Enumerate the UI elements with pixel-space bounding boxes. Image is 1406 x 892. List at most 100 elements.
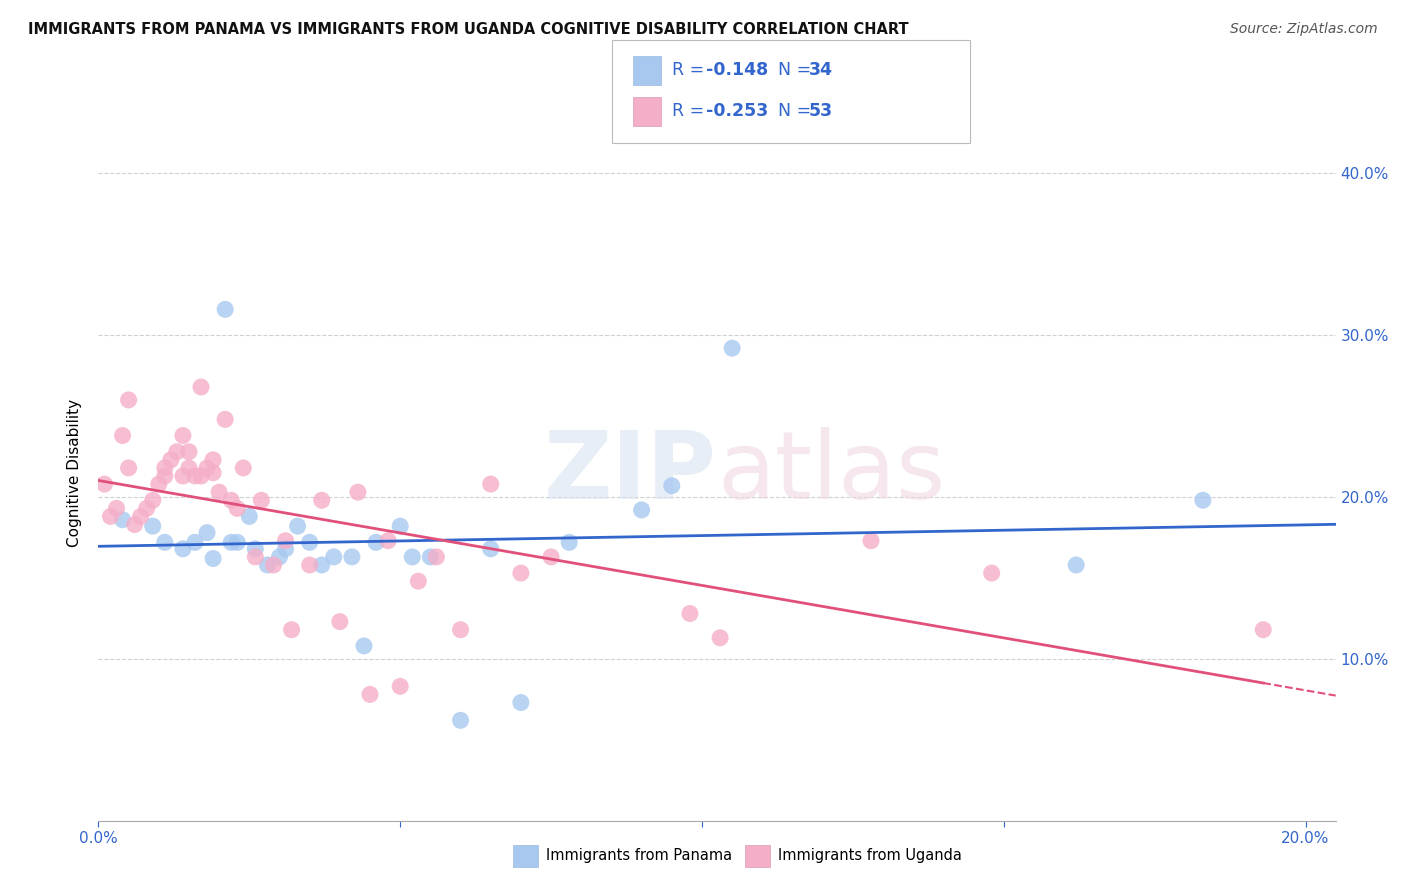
Point bbox=[117, 392, 139, 407]
Point bbox=[226, 501, 249, 516]
Point bbox=[347, 485, 370, 500]
Point bbox=[280, 623, 302, 637]
Point bbox=[709, 631, 731, 645]
Point bbox=[425, 549, 447, 564]
Point bbox=[269, 549, 291, 564]
Point bbox=[184, 535, 207, 549]
Point bbox=[1192, 493, 1215, 508]
Point bbox=[298, 558, 321, 572]
Point bbox=[389, 519, 412, 533]
Point bbox=[214, 412, 236, 426]
Point bbox=[401, 549, 423, 564]
Text: ZIP: ZIP bbox=[544, 426, 717, 519]
Point bbox=[153, 461, 176, 475]
Point bbox=[184, 469, 207, 483]
Point bbox=[195, 525, 218, 540]
Text: 53: 53 bbox=[808, 103, 832, 120]
Point bbox=[202, 466, 225, 480]
Point bbox=[214, 302, 236, 317]
Point bbox=[329, 615, 352, 629]
Point bbox=[124, 517, 146, 532]
Point bbox=[509, 696, 531, 710]
Point bbox=[245, 541, 267, 556]
Y-axis label: Cognitive Disability: Cognitive Disability bbox=[67, 399, 83, 547]
Point bbox=[262, 558, 284, 572]
Point bbox=[359, 688, 381, 702]
Point bbox=[298, 535, 321, 549]
Point bbox=[287, 519, 309, 533]
Point bbox=[166, 444, 188, 458]
Text: 34: 34 bbox=[808, 62, 832, 79]
Point bbox=[450, 714, 472, 728]
Point bbox=[340, 549, 363, 564]
Point bbox=[219, 493, 242, 508]
Point bbox=[980, 566, 1002, 580]
Point bbox=[274, 541, 297, 556]
Point bbox=[558, 535, 581, 549]
Point bbox=[117, 461, 139, 475]
Point bbox=[177, 444, 200, 458]
Text: N =: N = bbox=[778, 62, 817, 79]
Point bbox=[245, 549, 267, 564]
Point bbox=[172, 541, 194, 556]
Point bbox=[389, 679, 412, 693]
Point bbox=[311, 558, 333, 572]
Point bbox=[679, 607, 702, 621]
Point bbox=[111, 428, 134, 442]
Point bbox=[190, 469, 212, 483]
Point bbox=[105, 501, 128, 516]
Point bbox=[377, 533, 399, 548]
Point bbox=[190, 380, 212, 394]
Point bbox=[630, 503, 652, 517]
Text: -0.253: -0.253 bbox=[706, 103, 768, 120]
Point bbox=[100, 509, 122, 524]
Point bbox=[509, 566, 531, 580]
Point bbox=[250, 493, 273, 508]
Point bbox=[1251, 623, 1274, 637]
Text: atlas: atlas bbox=[717, 426, 945, 519]
Point bbox=[721, 341, 744, 355]
Text: Source: ZipAtlas.com: Source: ZipAtlas.com bbox=[1230, 22, 1378, 37]
Point bbox=[160, 452, 183, 467]
Point bbox=[450, 623, 472, 637]
Point bbox=[364, 535, 387, 549]
Point bbox=[177, 461, 200, 475]
Point bbox=[232, 461, 254, 475]
Text: IMMIGRANTS FROM PANAMA VS IMMIGRANTS FROM UGANDA COGNITIVE DISABILITY CORRELATIO: IMMIGRANTS FROM PANAMA VS IMMIGRANTS FRO… bbox=[28, 22, 908, 37]
Point bbox=[661, 479, 683, 493]
Text: -0.148: -0.148 bbox=[706, 62, 768, 79]
Point bbox=[111, 513, 134, 527]
Point bbox=[93, 477, 115, 491]
Text: R =: R = bbox=[672, 103, 710, 120]
Text: Immigrants from Uganda: Immigrants from Uganda bbox=[778, 848, 962, 863]
Point bbox=[238, 509, 260, 524]
Point bbox=[274, 533, 297, 548]
Point bbox=[153, 469, 176, 483]
Point bbox=[408, 574, 430, 589]
Point bbox=[172, 469, 194, 483]
Point bbox=[479, 477, 502, 491]
Text: R =: R = bbox=[672, 62, 710, 79]
Point bbox=[859, 533, 882, 548]
Point bbox=[153, 535, 176, 549]
Point bbox=[226, 535, 249, 549]
Point bbox=[419, 549, 441, 564]
Point bbox=[353, 639, 375, 653]
Text: Immigrants from Panama: Immigrants from Panama bbox=[546, 848, 731, 863]
Point bbox=[311, 493, 333, 508]
Point bbox=[172, 428, 194, 442]
Point bbox=[202, 551, 225, 566]
Point bbox=[195, 461, 218, 475]
Text: N =: N = bbox=[778, 103, 817, 120]
Point bbox=[322, 549, 344, 564]
Point bbox=[129, 509, 152, 524]
Point bbox=[142, 493, 165, 508]
Point bbox=[135, 501, 157, 516]
Point bbox=[479, 541, 502, 556]
Point bbox=[202, 452, 225, 467]
Point bbox=[540, 549, 562, 564]
Point bbox=[1064, 558, 1087, 572]
Point bbox=[208, 485, 231, 500]
Point bbox=[219, 535, 242, 549]
Point bbox=[148, 477, 170, 491]
